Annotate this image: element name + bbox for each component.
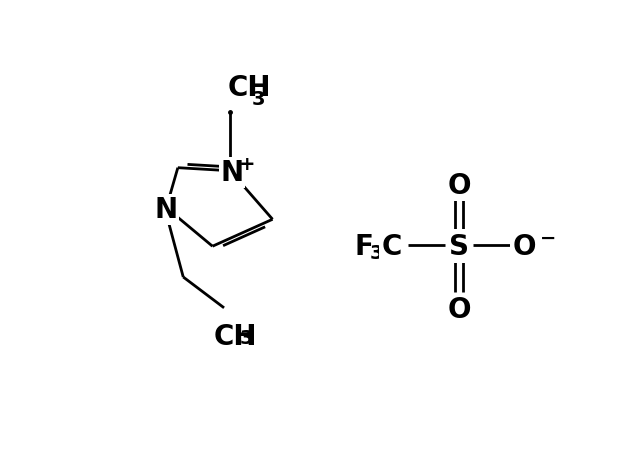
Text: 3: 3 — [252, 90, 265, 108]
Text: CH: CH — [227, 74, 271, 102]
Text: O: O — [447, 171, 470, 199]
Text: C: C — [382, 233, 403, 261]
Text: O: O — [447, 296, 470, 324]
Text: CH: CH — [213, 322, 257, 350]
Text: F: F — [355, 233, 374, 261]
Text: −: − — [540, 228, 556, 247]
Text: N: N — [220, 159, 243, 187]
Text: 3: 3 — [369, 243, 383, 262]
Text: 3: 3 — [239, 328, 253, 347]
Text: +: + — [239, 154, 255, 173]
Text: N: N — [155, 196, 178, 224]
Text: O: O — [513, 233, 536, 261]
Text: S: S — [449, 233, 469, 261]
